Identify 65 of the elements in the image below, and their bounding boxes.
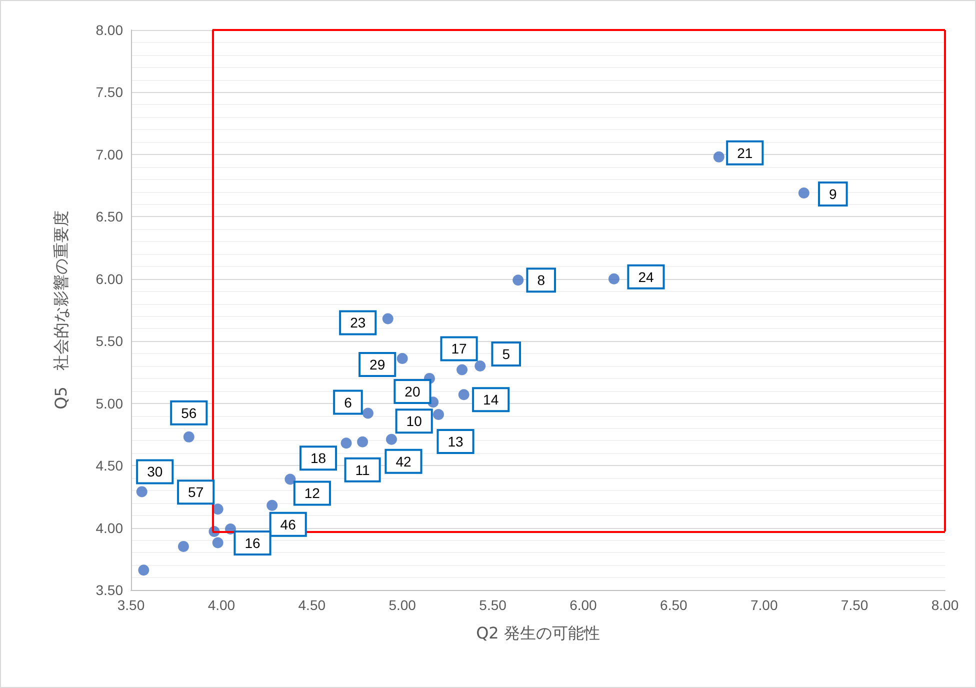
point [266,500,278,511]
x-tick-label: 7.50 [840,597,868,613]
x-axis-title: Q2 発生の可能性 [476,624,600,642]
point [512,274,524,286]
annotation: 46 [280,516,296,532]
point [396,353,408,364]
point [178,540,189,552]
point [456,364,468,376]
point [474,360,486,372]
annotation: 12 [304,485,320,502]
x-tick-label: 6.00 [570,597,598,613]
annotation: 8 [537,272,546,288]
annotation: 11 [355,462,370,478]
x-tick-label: 3.50 [117,597,145,613]
point [362,408,374,419]
x-tick-label: 7.00 [750,597,778,613]
point [284,474,296,485]
annotation: 16 [244,535,260,552]
point [136,486,148,498]
y-tick-label: 5.50 [96,333,124,350]
annotation: 14 [483,392,499,408]
point [357,436,368,448]
point [212,537,224,548]
annotation: 10 [406,413,422,430]
y-axis-title: Q5 社会的な影響の重要度 [52,210,70,410]
annotation: 6 [344,394,352,410]
point [433,409,444,420]
point [386,434,397,445]
annotation: 13 [448,434,464,450]
x-tick-label: 6.50 [660,597,688,613]
y-tick-label: 3.50 [96,582,124,598]
annotation: 23 [350,314,366,331]
annotation: 24 [638,268,654,285]
y-tick-label: 8.00 [96,22,124,38]
annotation: 29 [370,356,386,373]
point [382,313,394,324]
point [713,151,724,162]
annotation: 5 [502,346,510,362]
annotation: 57 [188,484,204,500]
annotation: 30 [147,464,163,480]
y-tick-label: 5.00 [96,395,124,412]
point [608,273,620,284]
y-tick-label: 6.00 [96,270,124,287]
y-tick-label: 6.50 [96,208,124,225]
point [798,188,810,199]
x-tick-label: 4.00 [208,597,236,613]
x-tick-label: 5.00 [388,597,416,613]
annotation: 56 [181,404,197,421]
point [183,431,194,442]
x-tick-label: 4.50 [298,597,326,613]
annotation: 9 [829,186,838,202]
y-tick-label: 4.50 [96,458,124,474]
annotation: 17 [451,340,468,357]
y-tick-label: 4.00 [96,520,124,536]
point [458,389,470,400]
y-tick-label: 7.00 [96,146,124,162]
annotation: 42 [396,453,412,470]
x-tick-label: 8.00 [931,597,959,613]
annotation: 20 [404,383,420,400]
x-tick-label: 5.50 [479,597,507,613]
y-tick-label: 7.50 [96,84,124,100]
annotation: 21 [737,144,753,161]
annotation: 18 [310,450,326,466]
point [138,564,150,576]
point [340,438,352,449]
